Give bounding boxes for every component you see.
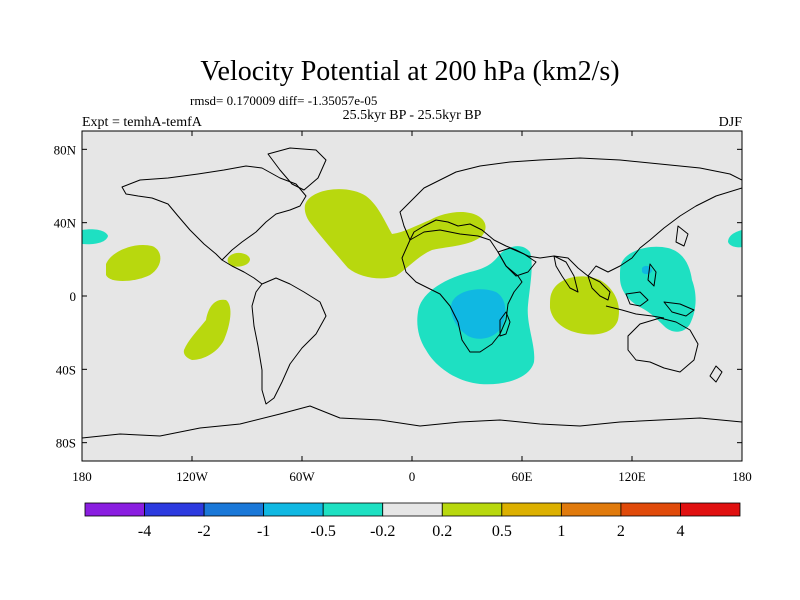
colorbar-swatch xyxy=(441,502,503,517)
coastline-central-america xyxy=(221,259,263,285)
lat-tick-label: 80N xyxy=(54,142,77,157)
positive-anomaly-south-pacific xyxy=(183,299,231,360)
colorbar-swatch xyxy=(144,502,205,517)
coastline-eurasia xyxy=(399,157,742,277)
positive-anomaly-central-america xyxy=(227,252,250,267)
positive-anomaly-north-pacific xyxy=(106,244,161,282)
positive-anomaly-indian-ocean xyxy=(550,276,620,335)
colorbar: -4 -2 -1 -0.5 -0.2 0.2 0.5 1 2 4 xyxy=(84,502,741,540)
anomaly-contours xyxy=(82,147,742,439)
coastline-japan xyxy=(675,225,689,247)
negative-anomaly-date-line-west xyxy=(82,229,108,245)
map-plot: 80N 40N 0 40S 80S 180 120W 60W 0 60E 120E 180 xyxy=(54,130,752,484)
coastline-madagascar xyxy=(499,311,511,337)
colorbar-swatch xyxy=(680,502,741,517)
experiment-label: Expt = temhA-temfA xyxy=(82,115,203,130)
coastline-antarctica xyxy=(82,405,742,439)
colorbar-label: 1 xyxy=(557,523,565,540)
colorbar-label: -4 xyxy=(138,523,151,540)
colorbar-swatch xyxy=(322,502,384,517)
coastline-new-zealand xyxy=(709,365,723,383)
period-label: 25.5kyr BP - 25.5kyr BP xyxy=(343,108,482,123)
coastline-india xyxy=(553,255,579,293)
colorbar-swatch xyxy=(263,502,324,517)
lon-tick-label: 120W xyxy=(176,469,209,484)
colorbar-swatch xyxy=(620,502,681,517)
lat-tick-label: 40S xyxy=(56,362,76,377)
colorbar-label: -1 xyxy=(257,523,270,540)
stats-label: rmsd= 0.170009 diff= -1.35057e-05 xyxy=(190,93,377,108)
colorbar-label: -2 xyxy=(197,523,210,540)
coastline-north-america xyxy=(121,165,307,261)
coastline-philippines xyxy=(647,263,657,287)
lon-tick-label: 60E xyxy=(512,469,533,484)
colorbar-swatch xyxy=(84,502,145,517)
colorbar-swatch xyxy=(560,502,622,517)
coastline-australia xyxy=(627,317,699,373)
colorbar-label: 4 xyxy=(676,523,684,540)
lon-tick-label: 0 xyxy=(409,469,416,484)
negative-anomaly-date-line-east xyxy=(728,230,742,248)
lon-tick-label: 180 xyxy=(732,469,752,484)
colorbar-label: 0.2 xyxy=(432,523,452,540)
colorbar-swatch xyxy=(382,502,443,517)
latitude-axis: 80N 40N 0 40S 80S xyxy=(54,142,742,451)
coastline-greenland xyxy=(267,147,327,191)
colorbar-label: 2 xyxy=(617,523,625,540)
lon-tick-label: 60W xyxy=(289,469,315,484)
longitude-axis: 180 120W 60W 0 60E 120E 180 xyxy=(72,131,752,484)
coastlines xyxy=(82,147,742,439)
coastline-southeast-asia xyxy=(587,275,611,301)
map-title: Velocity Potential at 200 hPa (km2/s) xyxy=(200,56,619,87)
negative-anomaly-west-pacific xyxy=(620,246,696,332)
colorbar-swatch xyxy=(203,502,265,517)
coastline-arabia xyxy=(497,247,537,277)
colorbar-label: 0.5 xyxy=(492,523,512,540)
coastline-maritime-continent xyxy=(605,291,695,319)
lat-tick-label: 80S xyxy=(56,436,76,451)
colorbar-swatch xyxy=(501,502,562,517)
colorbar-label: -0.2 xyxy=(370,523,395,540)
coastline-africa xyxy=(401,229,523,353)
negative-anomaly-core-africa xyxy=(450,289,506,339)
lat-tick-label: 40N xyxy=(54,216,77,231)
positive-anomaly-atlantic xyxy=(304,189,486,279)
lon-tick-label: 180 xyxy=(72,469,92,484)
colorbar-label: -0.5 xyxy=(311,523,336,540)
coastline-south-america xyxy=(251,277,327,405)
season-label: DJF xyxy=(719,115,743,130)
lat-tick-label: 0 xyxy=(70,289,77,304)
lon-tick-label: 120E xyxy=(618,469,646,484)
